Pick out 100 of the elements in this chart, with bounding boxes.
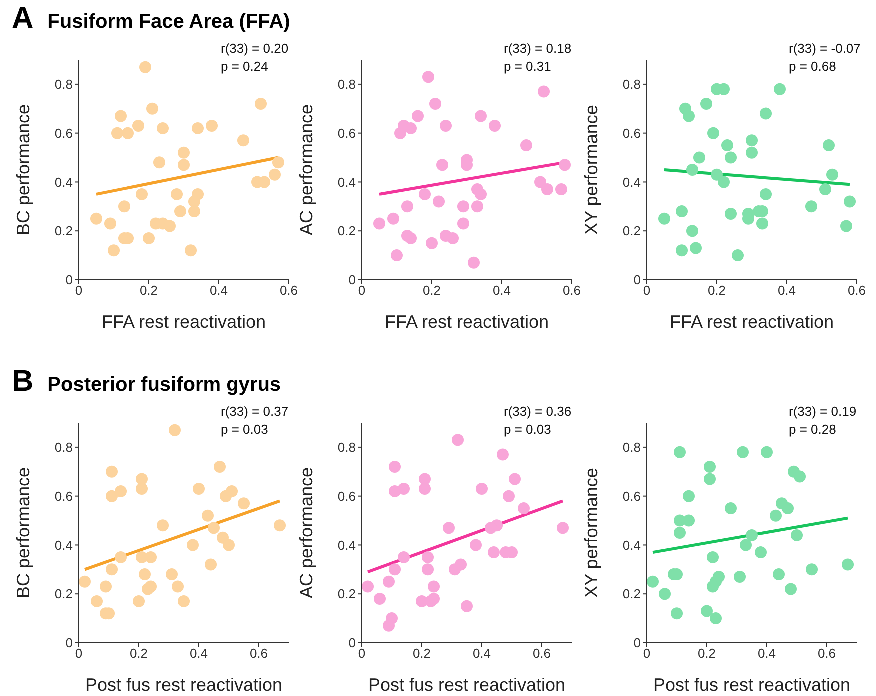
point	[674, 527, 686, 539]
y-tick-label: 0.8	[54, 440, 73, 456]
point	[115, 485, 127, 498]
x-tick-label: 0.4	[210, 283, 228, 298]
point	[174, 206, 186, 218]
point	[734, 571, 746, 583]
y-axis-title: XY performance	[581, 468, 602, 598]
point	[139, 568, 151, 581]
point	[556, 184, 568, 196]
chart-title: Fusiform Face Area (FFA)	[48, 11, 290, 34]
x-tick-label: 0.4	[472, 646, 492, 662]
point	[402, 200, 414, 213]
annotation: p = 0.68	[789, 58, 838, 76]
point	[794, 470, 806, 483]
x-tick-label: 0.2	[422, 283, 442, 298]
point	[760, 188, 772, 200]
point	[206, 120, 218, 132]
point	[707, 580, 719, 593]
point	[187, 539, 199, 552]
annotation: p = 0.24	[221, 58, 270, 76]
x-tick-label: 0.6	[250, 646, 268, 662]
y-tick-label: 0.6	[622, 488, 641, 504]
point	[398, 483, 410, 495]
y-tick-label: 0.8	[54, 77, 73, 92]
point	[844, 196, 856, 208]
point	[405, 122, 417, 134]
x-axis-title: FFA rest reactivation	[384, 312, 550, 332]
point	[676, 244, 688, 257]
point	[461, 600, 473, 612]
point	[452, 434, 464, 446]
point	[468, 256, 480, 269]
point	[488, 546, 500, 559]
x-tick-label: 0.6	[562, 283, 582, 298]
point	[708, 127, 720, 140]
point	[489, 120, 501, 132]
point	[700, 98, 712, 110]
point	[146, 102, 158, 115]
point	[428, 580, 440, 593]
point	[704, 461, 716, 473]
y-axis-title: AC performance	[296, 104, 316, 236]
point	[192, 122, 204, 134]
point	[443, 522, 455, 534]
point	[520, 140, 532, 152]
point	[485, 522, 497, 534]
point	[458, 218, 470, 230]
point	[140, 61, 152, 74]
point	[718, 176, 730, 188]
text: r(33) = -0.07	[789, 40, 861, 58]
point	[658, 212, 670, 225]
point	[426, 237, 438, 250]
point	[503, 490, 515, 502]
point	[710, 612, 722, 625]
point	[746, 134, 758, 147]
point	[374, 218, 386, 230]
y-tick-label: 0.2	[338, 586, 356, 602]
y-axis-title: BC performance	[13, 467, 34, 599]
x-tick-label: 0	[75, 646, 83, 662]
point	[542, 184, 554, 196]
y-tick-label: 0	[348, 272, 356, 288]
point	[497, 448, 509, 461]
y-tick-label: 0.2	[622, 224, 641, 239]
point	[90, 212, 102, 225]
y-tick-label: 0.8	[622, 77, 641, 92]
point	[428, 593, 440, 605]
y-tick-label: 0.6	[338, 488, 356, 504]
x-tick-label: 0.4	[190, 646, 208, 662]
point	[185, 244, 197, 257]
y-tick-label: 0.8	[338, 440, 356, 456]
y-tick-label: 0	[66, 636, 73, 651]
point	[690, 242, 702, 254]
x-tick-label: 0.2	[708, 283, 726, 298]
point	[659, 588, 671, 600]
point	[193, 483, 205, 495]
y-tick-label: 0	[634, 636, 641, 651]
point	[208, 522, 220, 534]
point	[136, 473, 148, 486]
point	[412, 110, 424, 122]
point	[383, 620, 395, 632]
point	[106, 466, 118, 478]
x-tick-label: 0.2	[412, 646, 432, 662]
x-tick-label: 0	[643, 283, 651, 298]
x-axis-title: Post fus rest reactivation	[653, 675, 851, 695]
point	[374, 593, 386, 605]
point	[806, 200, 818, 213]
point	[115, 551, 127, 564]
point	[178, 146, 190, 159]
y-tick-label: 0.2	[622, 586, 641, 602]
point	[419, 188, 431, 200]
point	[133, 595, 145, 608]
point	[389, 461, 401, 473]
point	[188, 206, 200, 218]
y-tick-label: 0.6	[338, 126, 356, 141]
point	[108, 244, 120, 257]
point	[746, 529, 758, 542]
x-axis-title: Post fus rest reactivation	[85, 675, 283, 695]
point	[683, 490, 695, 502]
point	[737, 446, 749, 458]
point	[559, 159, 571, 172]
y-tick-label: 0.4	[338, 538, 356, 553]
x-tick-label: 0.2	[130, 646, 148, 662]
